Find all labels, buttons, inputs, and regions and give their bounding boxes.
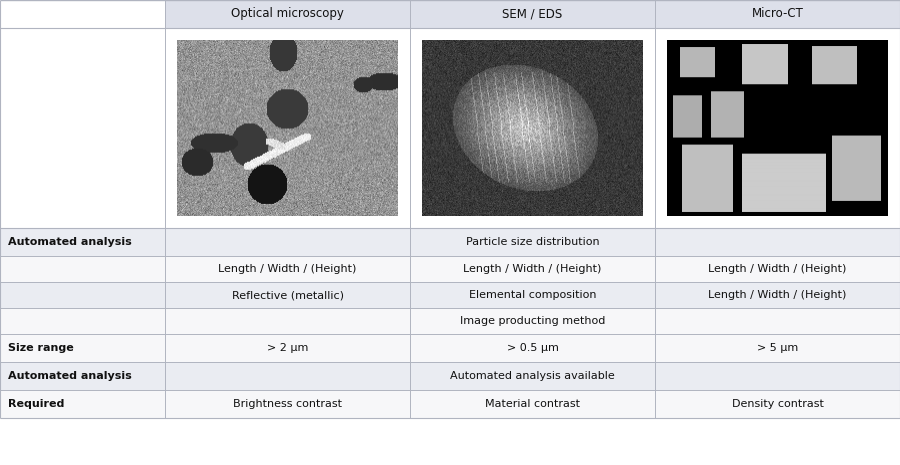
Bar <box>410 362 655 390</box>
Text: Automated analysis: Automated analysis <box>8 371 131 381</box>
Text: > 5 μm: > 5 μm <box>757 343 798 353</box>
Bar <box>0 0 165 28</box>
Bar <box>165 282 410 308</box>
Bar <box>165 228 410 256</box>
Bar <box>165 28 410 228</box>
Bar <box>410 282 655 308</box>
Bar <box>410 28 655 228</box>
Text: Reflective (metallic): Reflective (metallic) <box>231 290 344 300</box>
Text: Brightness contrast: Brightness contrast <box>233 399 342 409</box>
Bar <box>165 0 410 28</box>
Bar <box>655 308 900 334</box>
Bar <box>165 308 410 334</box>
Text: SEM / EDS: SEM / EDS <box>502 7 562 20</box>
Bar <box>410 334 655 362</box>
Bar <box>655 334 900 362</box>
Bar <box>655 228 900 256</box>
Text: Length / Width / (Height): Length / Width / (Height) <box>708 290 847 300</box>
Bar <box>655 362 900 390</box>
Text: Particle size distribution: Particle size distribution <box>465 237 599 247</box>
Bar <box>165 362 410 390</box>
Bar <box>410 390 655 418</box>
Bar <box>410 0 655 28</box>
Bar <box>410 256 655 282</box>
Bar <box>0 334 165 362</box>
Bar <box>0 28 165 228</box>
Bar <box>0 228 165 256</box>
Bar <box>655 28 900 228</box>
Bar <box>165 256 410 282</box>
Text: > 0.5 μm: > 0.5 μm <box>507 343 558 353</box>
Text: Optical microscopy: Optical microscopy <box>231 7 344 20</box>
Bar <box>655 0 900 28</box>
Text: Image producting method: Image producting method <box>460 316 605 326</box>
Text: Automated analysis: Automated analysis <box>8 237 131 247</box>
Bar <box>655 390 900 418</box>
Bar <box>0 390 165 418</box>
Text: Micro-CT: Micro-CT <box>752 7 804 20</box>
Bar <box>0 308 165 334</box>
Bar <box>165 390 410 418</box>
Text: Size range: Size range <box>8 343 74 353</box>
Bar <box>410 308 655 334</box>
Bar <box>655 282 900 308</box>
Text: > 2 μm: > 2 μm <box>266 343 308 353</box>
Text: Automated analysis available: Automated analysis available <box>450 371 615 381</box>
Text: Length / Width / (Height): Length / Width / (Height) <box>219 264 356 274</box>
Bar <box>410 228 655 256</box>
Bar <box>0 282 165 308</box>
Bar <box>0 362 165 390</box>
Text: Length / Width / (Height): Length / Width / (Height) <box>464 264 602 274</box>
Text: Required: Required <box>8 399 65 409</box>
Text: Material contrast: Material contrast <box>485 399 580 409</box>
Bar <box>165 334 410 362</box>
Text: Density contrast: Density contrast <box>732 399 824 409</box>
Bar <box>655 256 900 282</box>
Text: Elemental composition: Elemental composition <box>469 290 596 300</box>
Text: Length / Width / (Height): Length / Width / (Height) <box>708 264 847 274</box>
Bar <box>0 256 165 282</box>
